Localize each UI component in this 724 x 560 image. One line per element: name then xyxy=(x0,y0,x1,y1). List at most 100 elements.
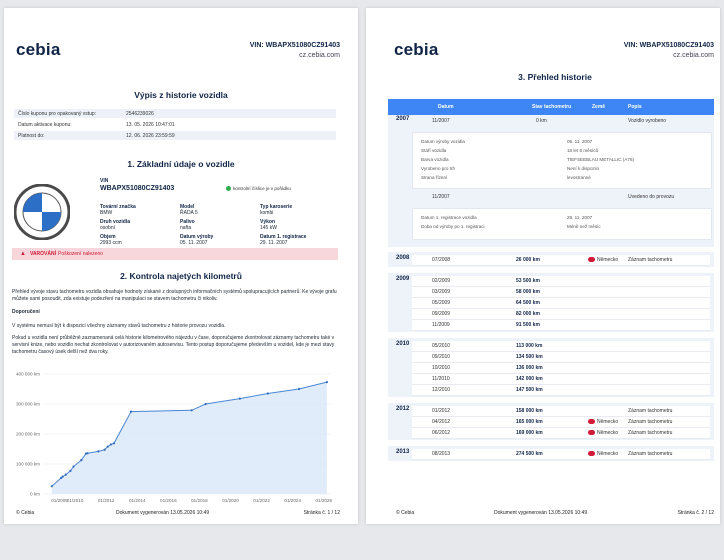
row-country: Německo xyxy=(588,257,618,263)
chart-point xyxy=(80,459,83,462)
history-row xyxy=(412,320,710,331)
chart-point xyxy=(112,442,116,445)
cebia-logo: cebia xyxy=(16,40,61,59)
year-2012: 2012 xyxy=(396,406,410,412)
report-page-2: cebia VIN: WBAPX51080CZ91403 cz.cebia.co… xyxy=(366,8,720,524)
x-tick-label: 01/2020 xyxy=(222,498,239,503)
chart-point xyxy=(97,450,100,453)
flag-germany-icon xyxy=(588,419,595,425)
chart-point xyxy=(109,443,112,446)
chart-point xyxy=(59,476,63,480)
spec-model: Model ŘADA 5 xyxy=(180,204,198,216)
card-row: Datum výroby vozidla xyxy=(421,139,465,144)
y-tick-label: 300 000 km xyxy=(16,402,40,407)
row-km: 165 000 km xyxy=(516,419,543,425)
chart-point xyxy=(204,402,207,406)
row-desc: Záznam tachometru xyxy=(628,408,673,414)
section-mileage-title: 2. Kontrola najetých kilometrů xyxy=(120,271,242,281)
x-tick-label: 01/2009 xyxy=(51,498,68,503)
row-km: 113 000 km xyxy=(516,343,543,349)
spec-kind: Druh vozidla osobní xyxy=(100,219,131,231)
row-desc: Vozidlo vyrobeno xyxy=(628,118,667,124)
footer-copyright: © Cebia xyxy=(396,510,415,516)
y-tick-label: 200 000 km xyxy=(16,432,40,437)
col-date: Datum xyxy=(438,104,454,110)
warning-text: Poškození nalezeno xyxy=(57,251,104,257)
row-date: 06/2012 xyxy=(432,430,451,436)
row-date: 08/2013 xyxy=(432,451,451,457)
row-date: 04/2012 xyxy=(432,419,451,425)
chart-point xyxy=(69,469,72,472)
col-description: Popis xyxy=(628,104,642,110)
x-tick-label: 01/2018 xyxy=(191,498,208,503)
mileage-intro: Přehled vývoje stavu tachometru vozidla … xyxy=(12,289,337,302)
vin-label: VIN xyxy=(100,178,109,184)
row-date: 11/2007 xyxy=(432,118,450,124)
y-tick-label: 100 000 km xyxy=(16,462,40,467)
header-site-link[interactable]: cz.cebia.com xyxy=(673,52,714,59)
row-country: Německo xyxy=(588,451,618,457)
footer-generated: Dokument vygenerován 13.05.2026 10:49 xyxy=(116,510,210,516)
header-site-link[interactable]: cz.cebia.com xyxy=(299,52,340,59)
vin-value: WBAPX51080CZ91403 xyxy=(100,185,175,192)
chart-area xyxy=(51,382,327,494)
spec-make: Tovární značka BMW xyxy=(100,204,136,216)
recommendation-text: Pokud u vozidla není průběžně zaznamenan… xyxy=(12,335,335,355)
x-tick-label: 01/2014 xyxy=(129,498,146,503)
col-country: Země xyxy=(592,104,606,110)
header-vin-text: VIN: WBAPX51080CZ91403 xyxy=(249,42,340,49)
row-country: Německo xyxy=(588,430,618,436)
row-date: 11/2007 xyxy=(432,194,450,200)
row-km: 0 km xyxy=(536,118,547,124)
flag-germany-icon xyxy=(588,430,595,436)
row-date: 07/2008 xyxy=(432,257,451,263)
row-date: 09/2009 xyxy=(432,311,451,317)
x-tick-label: 01/2010 xyxy=(67,498,84,503)
row-date: 09/2010 xyxy=(432,354,451,360)
history-row xyxy=(412,363,710,374)
cebia-logo: cebia xyxy=(394,40,439,59)
row-km: 26 000 km xyxy=(516,257,540,263)
activation-label: Datum aktivace kuponu: xyxy=(18,121,72,128)
history-row xyxy=(412,352,710,363)
validity-label: Platnost do: xyxy=(18,132,45,139)
chart-point xyxy=(103,448,106,451)
footer-copyright: © Cebia xyxy=(16,510,35,516)
warning-label: VAROVÁNÍ xyxy=(29,251,56,257)
col-mileage: Stav tachometru xyxy=(532,104,572,110)
row-desc: Záznam tachometru xyxy=(628,257,673,263)
history-row xyxy=(412,298,710,309)
history-row xyxy=(412,276,710,287)
chart-point xyxy=(266,392,269,395)
row-km: 64 500 km xyxy=(516,300,540,306)
spec-manufactured: Datum výroby 05. 11. 2007 xyxy=(180,234,214,246)
history-row xyxy=(412,406,710,417)
damage-warning-banner: ▲ VAROVÁNÍ Poškození nalezeno xyxy=(12,248,338,260)
row-date: 02/2009 xyxy=(432,278,451,284)
row-country: Německo xyxy=(588,419,618,425)
row-desc: Záznam tachometru xyxy=(628,419,673,425)
row-km: 91 500 km xyxy=(516,322,540,328)
history-row xyxy=(412,255,710,266)
history-row xyxy=(412,309,710,320)
x-tick-label: 01/2026 xyxy=(315,498,332,503)
coupon-label: Číslo kuponu pro opakovaný vstup: xyxy=(18,110,97,117)
validity-row: Platnost do: 12. 06. 2026 23:59:59 xyxy=(14,131,336,140)
spec-body: Typ karoserie kombi xyxy=(260,204,293,216)
history-table-header: Datum Stav tachometru Země Popis xyxy=(388,99,714,115)
year-2010: 2010 xyxy=(396,341,410,347)
row-desc: Záznam tachometru xyxy=(628,451,673,457)
spec-power: Výkon 145 kW xyxy=(260,219,277,231)
chart-point xyxy=(61,475,64,478)
x-tick-label: 01/2016 xyxy=(160,498,177,503)
row-date: 11/2010 xyxy=(432,376,450,382)
row-date: 11/2009 xyxy=(432,322,450,328)
chart-point xyxy=(72,465,75,468)
row-km: 134 500 km xyxy=(516,354,543,360)
coupon-row: Číslo kuponu pro opakovaný vstup: 2546239… xyxy=(14,109,336,118)
registration-info-card: Datum 1. registrace vozidla 29. 11. 2007… xyxy=(412,208,712,240)
row-desc: Uvedeno do provozu xyxy=(628,194,675,200)
check-icon xyxy=(226,186,231,192)
flag-germany-icon xyxy=(588,451,595,457)
year-2013: 2013 xyxy=(396,449,410,455)
